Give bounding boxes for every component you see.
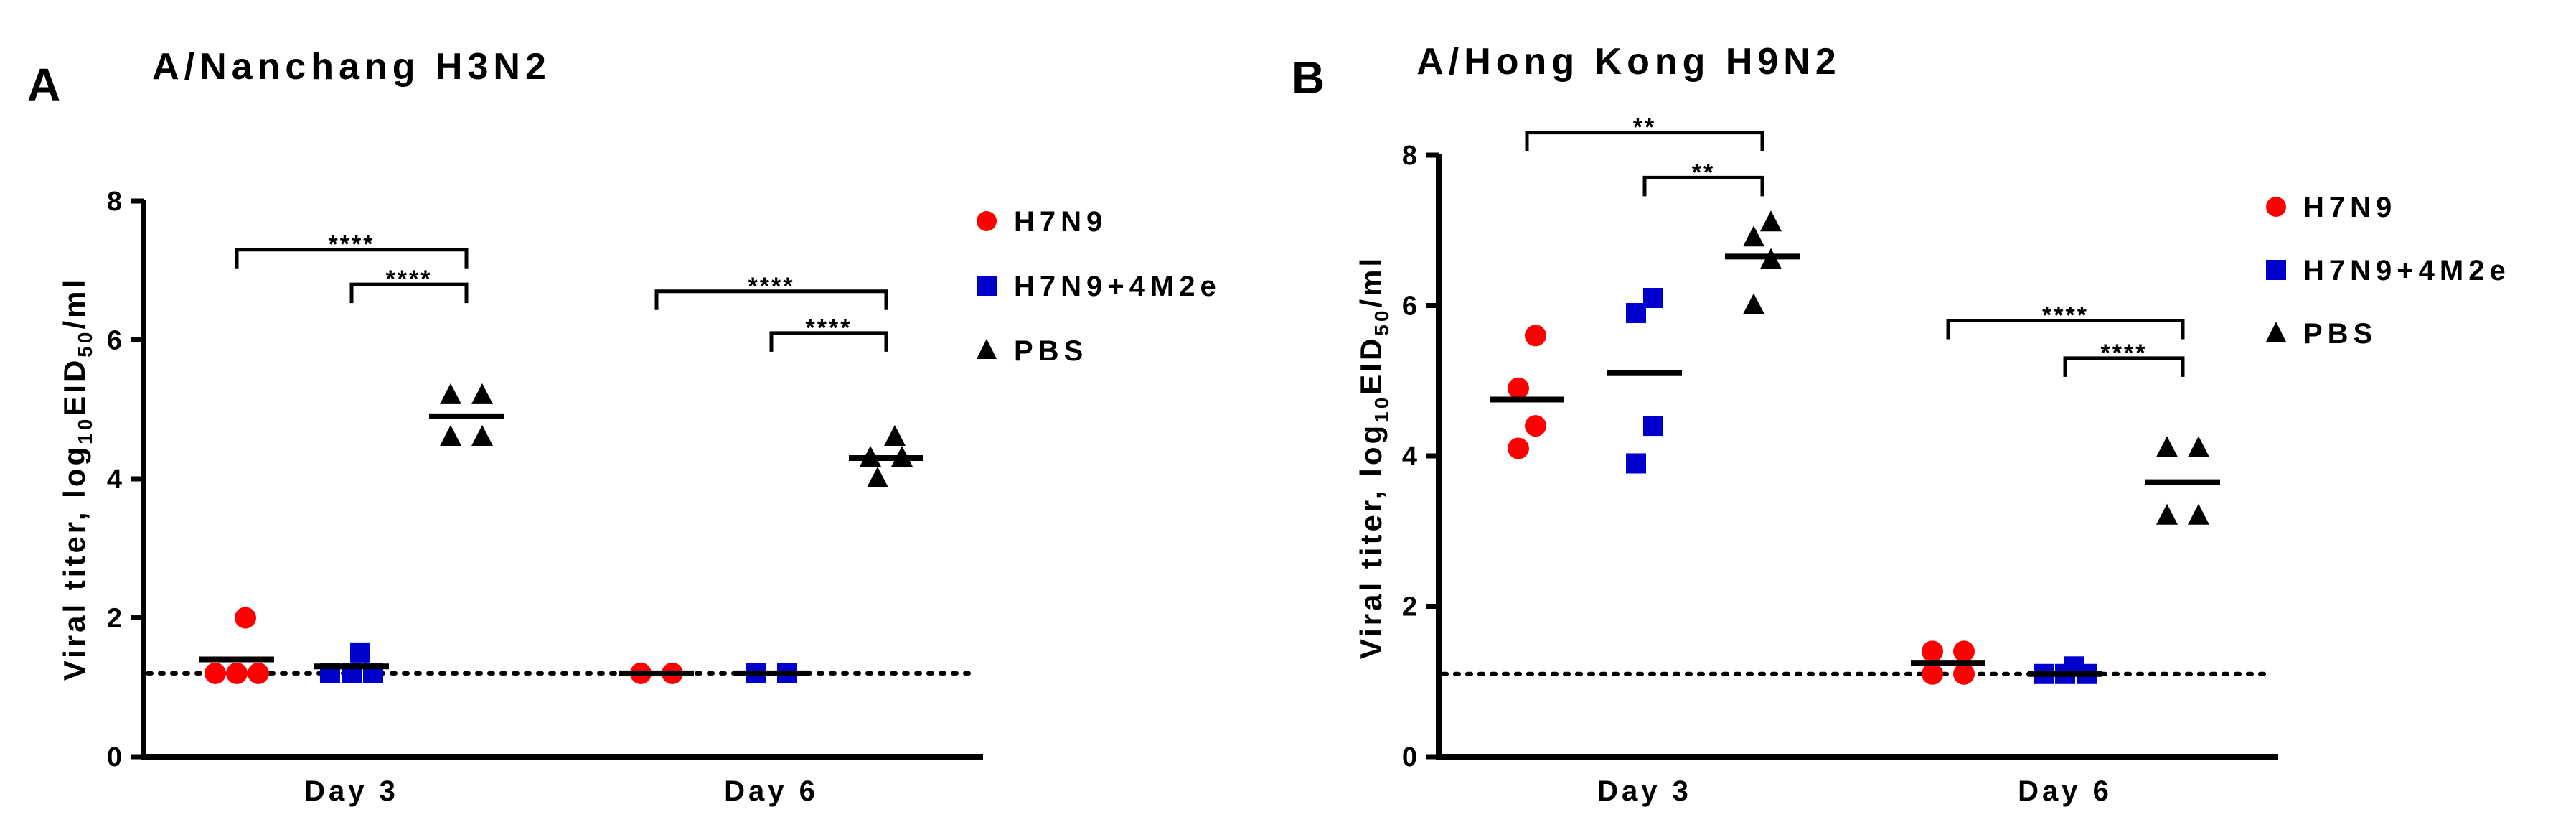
- significance-bracket: [349, 282, 469, 304]
- x-category-label: Day 6: [724, 775, 819, 807]
- data-point-h7n9: [205, 662, 226, 684]
- significance-label: ****: [329, 231, 375, 258]
- data-point-pbs: [440, 424, 461, 446]
- significance-label: ****: [748, 273, 795, 300]
- data-point-pbs: [884, 424, 906, 446]
- significance-label: **: [1692, 159, 1715, 186]
- y-axis-label-mid: EID: [57, 358, 91, 416]
- data-point-h7n9-4m2e: [1643, 416, 1663, 437]
- panel-B: B A/Hong Kong H9N2 0 2 4 6 8 Viral titer, log10…: [1292, 41, 2511, 807]
- data-point-h7n9: [1922, 663, 1943, 685]
- significance-label: ****: [386, 266, 433, 293]
- x-category-label: Day 3: [1597, 775, 1692, 807]
- data-point-h7n9: [1953, 663, 1975, 685]
- data-point-h7n9: [1508, 377, 1529, 399]
- y-axis-label-mid: EID: [1354, 336, 1388, 395]
- data-point-h7n9-4m2e: [1643, 288, 1663, 309]
- significance-bracket: [235, 248, 469, 269]
- data-point-pbs: [2156, 436, 2178, 457]
- data-point-h7n9: [248, 662, 269, 684]
- legend-marker-pbs: [2266, 322, 2286, 342]
- y-axis-label-prefix: Viral titer, log: [1354, 423, 1388, 659]
- legend-label: H7N9+4M2e: [2303, 255, 2511, 286]
- y-tick-label: 0: [1402, 742, 1417, 773]
- y-axis-label-sub2: 50: [1371, 308, 1393, 336]
- x-category-label: Day 6: [2018, 775, 2112, 807]
- data-point-h7n9-4m2e: [1626, 302, 1646, 323]
- y-tick-label: 8: [107, 187, 122, 217]
- data-point-h7n9: [1525, 325, 1546, 347]
- data-point-pbs: [1743, 225, 1764, 247]
- legend-marker-h7n9: [977, 211, 997, 231]
- legend-marker-pbs: [977, 339, 997, 359]
- significance-bracket: [2063, 356, 2185, 377]
- data-point-pbs: [471, 424, 493, 446]
- panel-A: A A/Nanchang H3N2 0 2 4 6 8 Viral titer, log10E…: [27, 46, 1221, 807]
- data-point-pbs: [2188, 436, 2209, 457]
- significance-label: **: [1633, 114, 1656, 141]
- legend-label: PBS: [1014, 335, 1088, 367]
- y-axis-label-sub1: 10: [1371, 395, 1393, 423]
- y-tick-label: 6: [1402, 291, 1417, 322]
- significance-label: ****: [806, 314, 852, 342]
- significance-bracket: [1642, 175, 1764, 197]
- y-tick-label: 6: [107, 326, 122, 356]
- legend-marker-h7n9-4m2e: [977, 276, 997, 296]
- data-point-pbs: [1743, 293, 1764, 314]
- chart-title: A/Nanchang H3N2: [152, 46, 551, 88]
- chart-title: A/Hong Kong H9N2: [1416, 41, 1841, 83]
- y-tick-label: 0: [107, 742, 122, 773]
- data-point-pbs: [867, 467, 888, 487]
- legend-marker-h7n9: [2266, 197, 2286, 217]
- significance-label: ****: [2042, 302, 2089, 329]
- data-point-pbs: [440, 383, 461, 404]
- significance-bracket: [1946, 318, 2185, 340]
- y-axis-label-sub1: 10: [74, 416, 96, 444]
- significance-label: ****: [2101, 340, 2148, 367]
- legend-marker-h7n9-4m2e: [2266, 260, 2286, 280]
- panel-letter: B: [1292, 52, 1325, 103]
- data-point-h7n9: [235, 607, 256, 629]
- data-point-h7n9-4m2e: [1626, 453, 1646, 474]
- y-tick-label: 2: [1402, 592, 1417, 622]
- y-axis-label-sub2: 50: [74, 330, 96, 358]
- x-category-label: Day 3: [304, 775, 399, 807]
- y-axis-label: Viral titer, log10EID50/ml: [57, 277, 96, 681]
- data-point-h7n9: [1922, 640, 1943, 663]
- data-point-h7n9: [1525, 415, 1546, 437]
- data-point-h7n9: [1508, 437, 1529, 459]
- y-tick-label: 8: [1402, 141, 1417, 171]
- significance-bracket: [654, 289, 888, 310]
- data-point-h7n9-4m2e: [350, 642, 370, 663]
- y-tick-label: 4: [107, 465, 122, 495]
- legend-label: H7N9: [1014, 206, 1107, 238]
- y-axis-label-prefix: Viral titer, log: [57, 444, 91, 681]
- legend-label: H7N9: [2303, 192, 2397, 223]
- legend-label: H7N9+4M2e: [1014, 271, 1221, 302]
- y-axis-label-suffix: /ml: [57, 277, 91, 330]
- significance-bracket: [769, 331, 888, 352]
- data-point-h7n9: [1953, 640, 1975, 663]
- y-axis-label-suffix: /ml: [1354, 256, 1388, 308]
- data-point-pbs: [471, 383, 493, 404]
- y-axis-label: Viral titer, log10EID50/ml: [1354, 256, 1393, 659]
- significance-bracket: [1525, 131, 1764, 151]
- data-point-h7n9: [226, 662, 248, 684]
- y-tick-label: 2: [107, 604, 122, 634]
- legend-label: PBS: [2303, 318, 2377, 350]
- panel-letter: A: [27, 59, 60, 111]
- y-tick-label: 4: [1402, 442, 1417, 472]
- data-point-pbs: [2156, 503, 2178, 525]
- data-point-pbs: [2188, 503, 2209, 525]
- data-point-pbs: [1760, 210, 1782, 232]
